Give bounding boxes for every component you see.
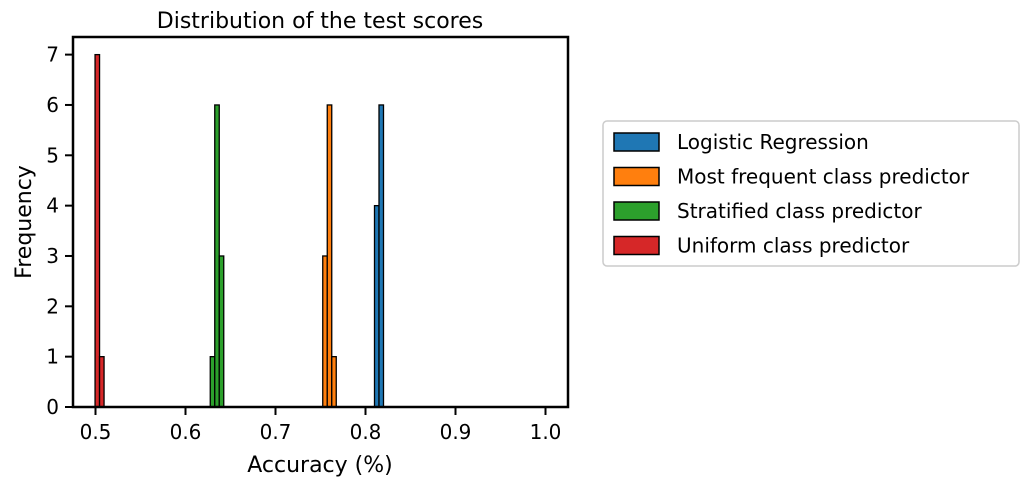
x-tick-label: 0.6 [170, 420, 202, 444]
bars-layer [94, 53, 385, 408]
y-tick-label: 7 [46, 43, 59, 67]
y-tick-label: 2 [46, 294, 59, 318]
x-tick-label: 0.7 [260, 420, 292, 444]
y-tick-label: 0 [46, 395, 59, 419]
legend-swatch [613, 201, 660, 221]
chart-title: Distribution of the test scores [157, 9, 483, 34]
bar-series-1-bin-0 [322, 255, 328, 408]
bar-series-3-bin-0 [94, 53, 101, 408]
legend-frame [602, 120, 1020, 267]
x-tick-label: 0.9 [440, 420, 472, 444]
y-tick-label: 3 [46, 244, 59, 268]
x-tick-label: 0.5 [80, 420, 112, 444]
bar-series-2-bin-1 [214, 104, 220, 408]
y-tick-label: 6 [46, 93, 59, 117]
legend-label: Logistic Regression [677, 130, 869, 154]
legend-swatch [613, 132, 660, 152]
x-tick-label: 1.0 [530, 420, 562, 444]
legend-label: Uniform class predictor [677, 234, 910, 258]
bar-series-2-bin-0 [209, 356, 216, 408]
bar-series-0-bin-0 [373, 204, 380, 408]
legend-swatch [613, 235, 660, 256]
bar-series-0-bin-1 [378, 104, 385, 408]
legend-swatch [613, 166, 660, 187]
bar-series-2-bin-2 [218, 255, 225, 408]
y-tick-label: 1 [46, 345, 59, 369]
plot-frame [71, 35, 570, 409]
y-tick-label: 5 [46, 143, 59, 167]
legend-label: Most frequent class predictor [677, 165, 970, 189]
bar-series-3-bin-1 [98, 356, 105, 408]
legend-label: Stratified class predictor [677, 199, 922, 223]
legend: Logistic Regression Most frequent class p… [602, 120, 1020, 267]
y-axis-title: Frequency [12, 165, 37, 279]
ticks-layer: 0.5 0.6 0.7 0.8 0.9 1.0 0 1 2 3 4 5 6 7 [46, 43, 561, 444]
x-axis-title: Accuracy (%) [247, 453, 393, 478]
bar-series-1-bin-2 [331, 356, 337, 408]
x-tick-label: 0.8 [350, 420, 382, 444]
bar-series-1-bin-1 [326, 104, 333, 408]
y-tick-label: 4 [46, 194, 59, 218]
